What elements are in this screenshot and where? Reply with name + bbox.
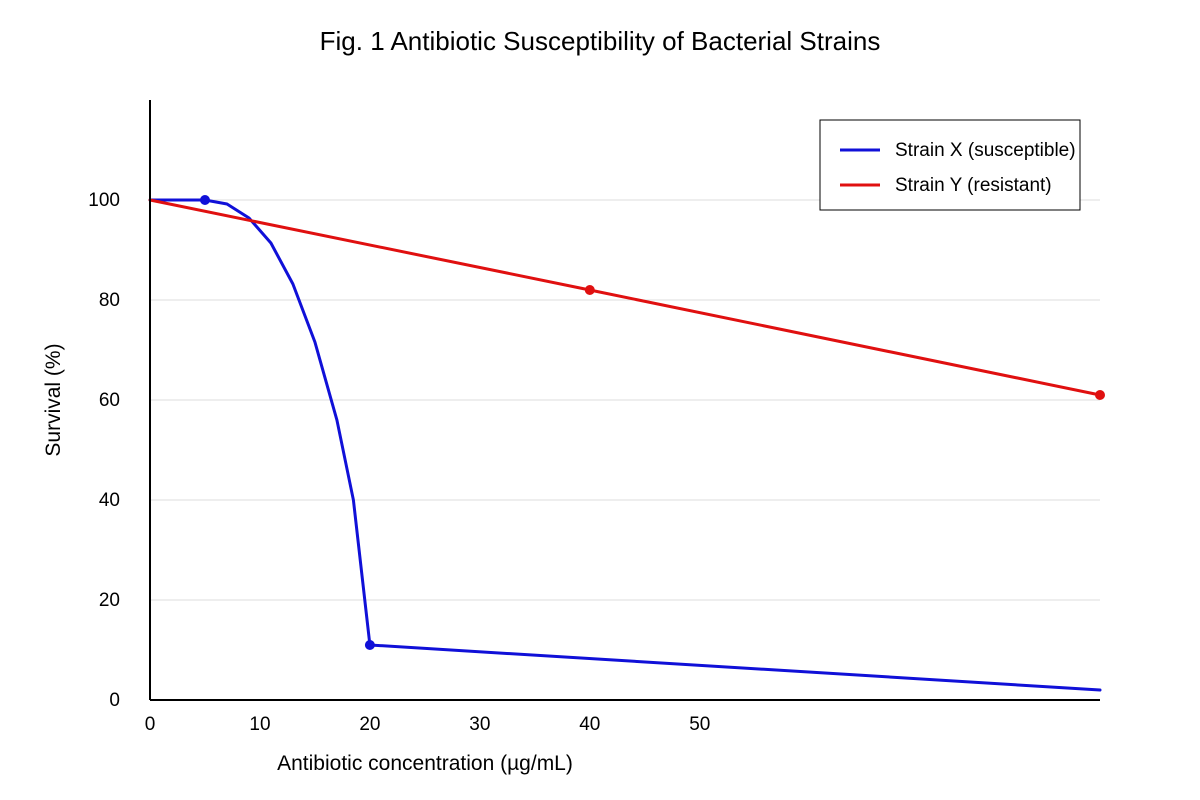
series-line-strain-x-susceptible — [148, 198, 372, 647]
data-point-strain-x-susceptible-1 — [364, 640, 375, 650]
legend: Strain X (susceptible) Strain Y (resista… — [819, 119, 1081, 211]
x-tick-label-50: 50 — [689, 714, 710, 735]
legend-box — [819, 119, 1081, 211]
data-point-strain-x-susceptible-0 — [199, 195, 210, 205]
y-tick-label-100: 100 — [88, 190, 120, 211]
y-axis-label: Survival (%) — [42, 343, 65, 456]
data-point-strain-y-resistant-0 — [584, 285, 595, 295]
x-tick-label-20: 20 — [359, 714, 380, 735]
y-tick-label-80: 80 — [99, 290, 120, 311]
x-tick-label-0: 0 — [145, 714, 156, 735]
legend-label-strain-y: Strain Y (resistant) — [895, 175, 1052, 196]
series-line-strain-y-resistant — [148, 198, 1102, 397]
x-axis-label: Antibiotic concentration (µg/mL) — [277, 752, 573, 775]
gridlines — [150, 199, 1100, 601]
x-tick-label-30: 30 — [469, 714, 490, 735]
y-tick-label-0: 0 — [109, 690, 120, 711]
chart-title: Fig. 1 Antibiotic Susceptibility of Bact… — [320, 26, 881, 56]
x-tick-label-10: 10 — [249, 714, 270, 735]
x-tick-label-40: 40 — [579, 714, 600, 735]
series-layer — [148, 195, 1105, 692]
y-tick-label-20: 20 — [99, 590, 120, 611]
legend-label-strain-x: Strain X (susceptible) — [895, 140, 1076, 161]
y-tick-label-60: 60 — [99, 390, 120, 411]
y-tick-label-40: 40 — [99, 490, 120, 511]
data-point-strain-y-resistant-1 — [1095, 390, 1105, 400]
tick-labels: 0 20 40 60 80 100 0 10 20 30 40 50 — [88, 190, 710, 735]
series-line-tail-strain-x-susceptible — [368, 643, 1102, 692]
